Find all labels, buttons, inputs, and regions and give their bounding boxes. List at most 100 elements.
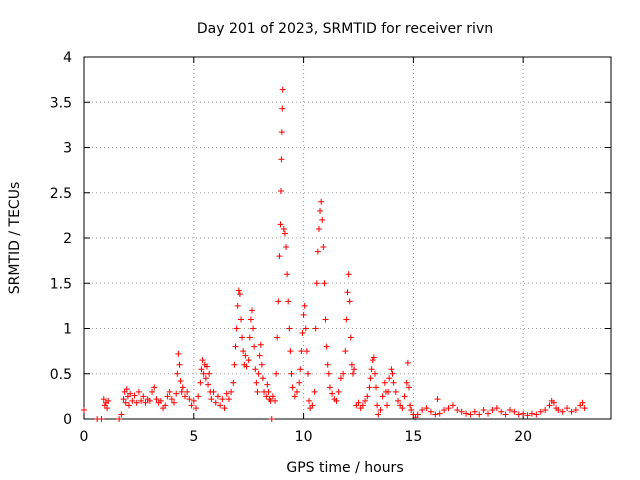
data-point: [454, 406, 461, 413]
data-point: [368, 366, 375, 373]
data-point: [375, 411, 382, 418]
data-point: [275, 298, 282, 305]
data-point: [288, 370, 295, 377]
data-point: [289, 384, 296, 391]
data-point: [369, 357, 376, 364]
data-point: [389, 370, 396, 377]
data-point: [140, 393, 147, 400]
data-point: [276, 253, 283, 260]
data-point: [319, 216, 326, 223]
y-tick-label: 3: [63, 141, 72, 157]
data-point: [269, 393, 276, 400]
data-point: [251, 343, 258, 350]
data-point: [377, 406, 384, 413]
data-point: [195, 393, 202, 400]
data-point: [355, 399, 362, 406]
data-point: [395, 397, 402, 404]
data-point: [370, 354, 377, 361]
data-point: [105, 397, 112, 404]
data-point: [559, 408, 566, 415]
data-point: [168, 396, 175, 403]
data-point: [364, 393, 371, 400]
data-point: [284, 271, 291, 278]
data-point: [127, 390, 134, 397]
data-point: [279, 86, 286, 93]
data-point: [100, 396, 107, 403]
data-point: [231, 361, 238, 368]
data-point: [300, 311, 307, 318]
data-point: [273, 370, 280, 377]
data-point: [449, 402, 456, 409]
data-point: [405, 384, 412, 391]
y-tick-label: 1: [63, 322, 72, 338]
data-point: [116, 416, 123, 422]
data-point: [467, 411, 474, 418]
data-point: [379, 393, 386, 400]
data-point: [228, 388, 235, 395]
data-point: [223, 390, 230, 397]
data-point: [291, 393, 298, 400]
data-point: [359, 402, 366, 409]
data-point: [419, 406, 426, 413]
data-point: [401, 393, 408, 400]
data-point: [515, 411, 522, 418]
data-point: [177, 377, 184, 384]
x-tick-label: 5: [189, 429, 198, 445]
data-point: [254, 388, 261, 395]
data-point: [374, 402, 381, 409]
y-tick-label: 0: [63, 412, 72, 428]
data-point: [239, 334, 246, 341]
data-point: [314, 248, 321, 255]
data-point: [344, 289, 351, 296]
data-point: [238, 316, 245, 323]
data-point: [414, 411, 421, 418]
data-point: [256, 352, 263, 359]
data-point: [243, 363, 250, 370]
data-point: [498, 408, 505, 415]
data-point: [399, 405, 406, 412]
data-point: [166, 388, 173, 395]
data-point: [524, 412, 531, 419]
data-point: [265, 388, 272, 395]
data-point: [146, 397, 153, 404]
data-point: [297, 366, 304, 373]
data-point: [304, 370, 311, 377]
data-point: [318, 198, 325, 205]
data-point: [235, 287, 242, 294]
data-point: [263, 393, 270, 400]
data-point: [542, 406, 549, 413]
data-point: [246, 334, 253, 341]
data-point: [277, 187, 284, 194]
data-point: [264, 381, 271, 388]
data-point: [306, 397, 313, 404]
data-point: [138, 397, 145, 404]
data-point: [122, 399, 129, 406]
data-point: [533, 411, 540, 418]
data-point: [476, 411, 483, 418]
data-point: [493, 405, 500, 412]
data-point: [206, 370, 213, 377]
data-point: [367, 375, 374, 382]
data-point: [309, 402, 316, 409]
data-point: [232, 343, 239, 350]
data-point: [230, 379, 237, 386]
data-point: [123, 386, 130, 393]
data-point: [392, 388, 399, 395]
data-point: [298, 348, 305, 355]
data-point: [233, 325, 240, 332]
x-tick-label: 10: [295, 429, 313, 445]
data-point: [131, 392, 138, 399]
data-point: [458, 408, 465, 415]
plot-frame: [83, 56, 612, 420]
data-point: [302, 325, 309, 332]
data-point: [581, 405, 588, 412]
data-point: [234, 302, 241, 309]
data-point: [192, 405, 199, 412]
data-point: [133, 399, 140, 406]
x-tick-label: 15: [404, 429, 422, 445]
data-point: [135, 388, 142, 395]
data-point: [190, 397, 197, 404]
data-point: [118, 411, 125, 418]
data-point: [240, 348, 247, 355]
data-points: [81, 86, 588, 422]
